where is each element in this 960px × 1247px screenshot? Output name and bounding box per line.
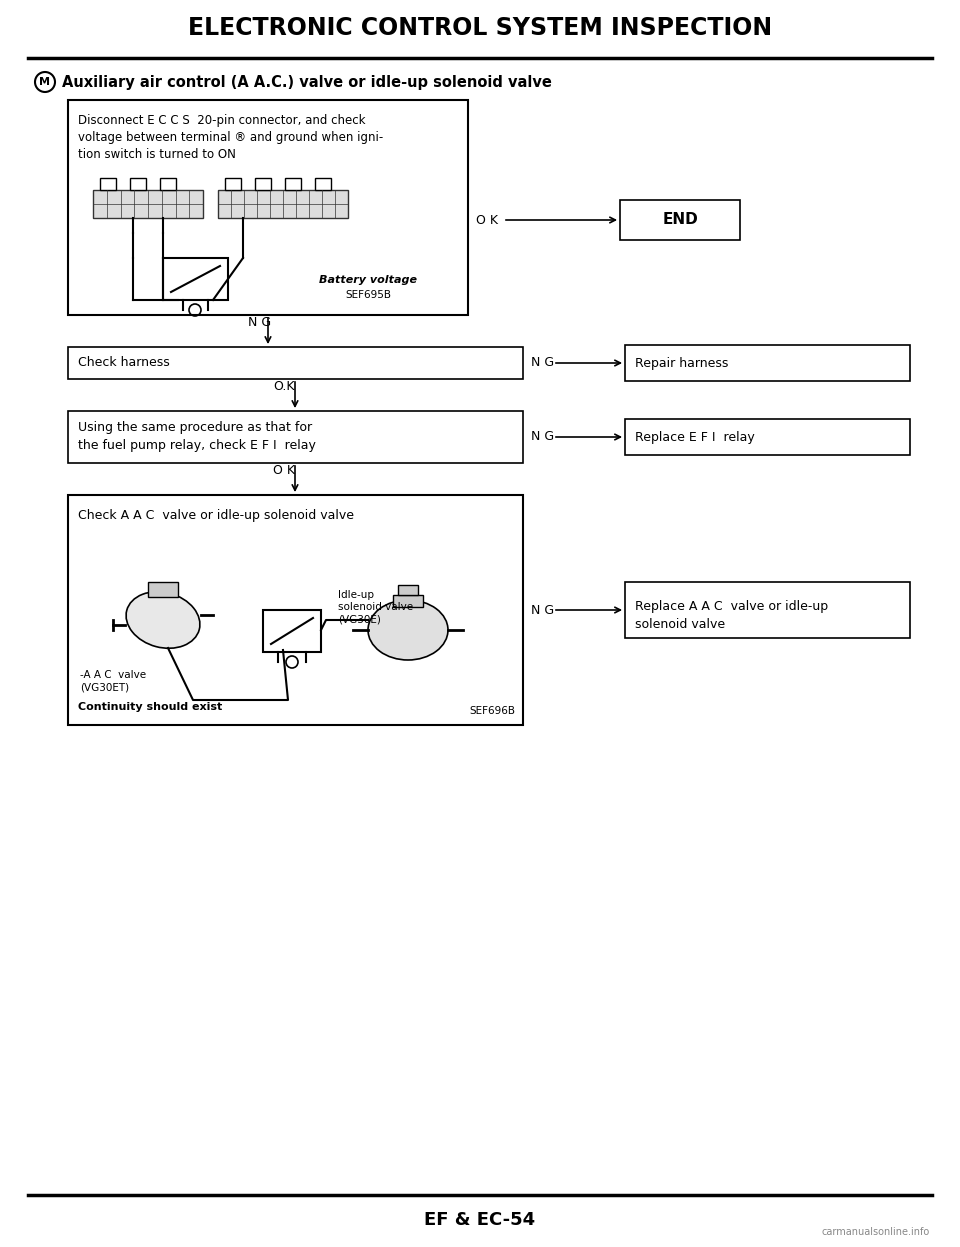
Bar	[285, 178, 301, 190]
Bar	[163, 258, 228, 301]
Bar	[315, 178, 331, 190]
Text: SEF696B: SEF696B	[469, 706, 515, 716]
Bar	[218, 190, 348, 218]
Bar	[160, 178, 176, 190]
Ellipse shape	[368, 600, 448, 660]
Text: carmanualsonline.info: carmanualsonline.info	[822, 1227, 930, 1237]
Text: O K: O K	[476, 213, 498, 227]
Bar	[620, 200, 740, 239]
Bar	[100, 178, 116, 190]
Text: ELECTRONIC CONTROL SYSTEM INSPECTION: ELECTRONIC CONTROL SYSTEM INSPECTION	[188, 16, 772, 40]
Text: N G: N G	[531, 357, 554, 369]
Text: Check A A C  valve or idle-up solenoid valve: Check A A C valve or idle-up solenoid va…	[78, 509, 354, 522]
Bar	[225, 178, 241, 190]
Text: O.K: O.K	[273, 380, 295, 394]
Text: Disconnect E C C S  20-pin connector, and check
voltage between terminal ® and g: Disconnect E C C S 20-pin connector, and…	[78, 113, 383, 161]
Text: Continuity should exist: Continuity should exist	[78, 702, 223, 712]
Bar	[148, 582, 178, 597]
Text: END: END	[662, 212, 698, 227]
Text: -A A C  valve
(VG30ET): -A A C valve (VG30ET)	[80, 670, 146, 692]
Text: N G: N G	[531, 604, 554, 616]
Text: N G: N G	[248, 317, 271, 329]
Bar	[625, 345, 910, 382]
Bar	[130, 178, 146, 190]
Bar	[68, 347, 523, 379]
Text: Using the same procedure as that for
the fuel pump relay, check E F I  relay: Using the same procedure as that for the…	[78, 421, 316, 451]
Bar	[625, 582, 910, 638]
Text: N G: N G	[531, 430, 554, 444]
Text: SEF695B: SEF695B	[345, 291, 391, 301]
Text: Auxiliary air control (A A.C.) valve or idle-up solenoid valve: Auxiliary air control (A A.C.) valve or …	[62, 75, 552, 90]
Bar	[398, 585, 418, 595]
Text: Replace E F I  relay: Replace E F I relay	[635, 430, 755, 444]
Text: EF & EC-54: EF & EC-54	[424, 1211, 536, 1230]
Text: Replace A A C  valve or idle-up: Replace A A C valve or idle-up	[635, 600, 828, 614]
Bar	[68, 495, 523, 725]
Ellipse shape	[126, 592, 200, 648]
Text: Repair harness: Repair harness	[635, 357, 729, 369]
Bar	[255, 178, 271, 190]
Bar	[625, 419, 910, 455]
Text: Battery voltage: Battery voltage	[319, 276, 417, 286]
Text: Check harness: Check harness	[78, 357, 170, 369]
Bar	[393, 595, 423, 607]
Bar	[93, 190, 203, 218]
Bar	[263, 610, 321, 652]
Text: solenoid valve: solenoid valve	[635, 619, 725, 631]
Bar	[68, 412, 523, 463]
Text: O K: O K	[273, 464, 295, 478]
Text: M: M	[39, 77, 51, 87]
Bar	[68, 100, 468, 315]
Text: Idle-up
solenoid valve
(VG30E): Idle-up solenoid valve (VG30E)	[338, 590, 413, 625]
